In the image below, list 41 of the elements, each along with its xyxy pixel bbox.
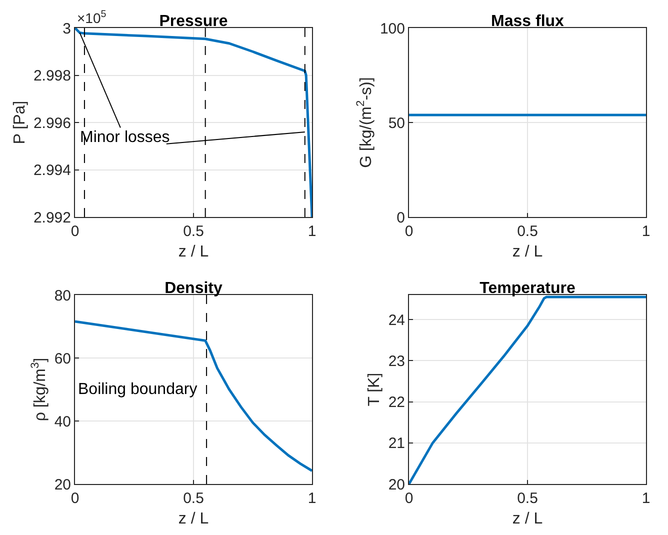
line-series xyxy=(75,320,312,472)
x-axis-title: z / L xyxy=(178,244,209,261)
y-tick-label: 100 xyxy=(380,20,405,38)
y-tick-label: 2.992 xyxy=(33,209,71,226)
x-tick-label: 1 xyxy=(308,223,316,240)
y-tick-label: 21 xyxy=(388,435,405,452)
y-tick-label: 22 xyxy=(388,394,405,412)
y-axis-title: P [Pa] xyxy=(11,100,28,144)
y-tick-label: 60 xyxy=(54,350,71,368)
y-tick-label: 23 xyxy=(388,352,405,370)
annotation: Minor losses xyxy=(80,129,170,146)
y-tick-label: 24 xyxy=(388,312,405,329)
y-tick-label: 80 xyxy=(54,287,71,304)
x-tick-label: 0.5 xyxy=(183,490,204,507)
x-tick-label: 1 xyxy=(642,490,650,507)
ref-line-label: Boiling boundary xyxy=(78,381,198,398)
x-axis-title: z / L xyxy=(512,244,543,261)
y-tick-label: 0 xyxy=(396,209,405,226)
chart-title: Temperature xyxy=(480,280,576,297)
x-axis-title: z / L xyxy=(512,510,543,528)
x-axis-title: z / L xyxy=(178,510,209,528)
x-tick-label: 0.5 xyxy=(517,223,538,240)
y-tick-label: 2.994 xyxy=(33,162,71,179)
y-tick-label: 50 xyxy=(388,114,405,132)
y-tick-label: 40 xyxy=(54,413,71,430)
text: ×10$^{5}$ xyxy=(77,9,107,26)
line-series xyxy=(409,296,646,484)
x-tick-label: 1 xyxy=(642,223,650,240)
y-axis-title: T [K] xyxy=(366,372,384,406)
y-tick-label: 2.996 xyxy=(33,114,71,132)
line-series xyxy=(75,28,312,217)
x-tick-label: 0.5 xyxy=(183,223,204,240)
y-tick-label: 20 xyxy=(388,476,405,494)
x-tick-label: 1 xyxy=(308,490,316,507)
y-tick-label: 3 xyxy=(62,20,71,38)
chart-title: Mass flux xyxy=(491,13,564,30)
x-tick-label: 0.5 xyxy=(517,490,538,507)
y-tick-label: 20 xyxy=(54,476,71,494)
chart-title: Density xyxy=(164,280,222,297)
y-tick-label: 2.998 xyxy=(33,68,71,84)
chart-title: Pressure xyxy=(159,13,228,30)
